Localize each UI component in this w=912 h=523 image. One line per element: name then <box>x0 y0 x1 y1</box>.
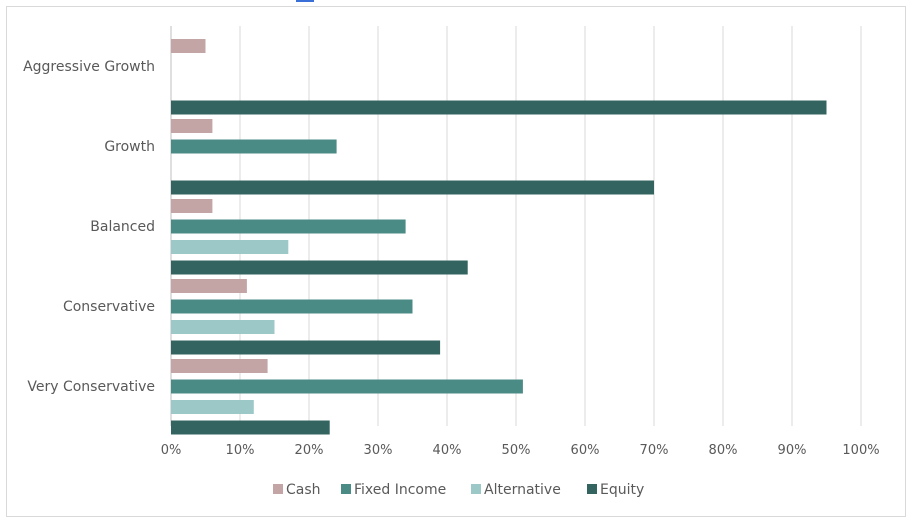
x-tick-label: 70% <box>640 443 669 458</box>
x-tick-label: 50% <box>502 443 531 458</box>
bar-cash <box>171 39 206 53</box>
bar-alternative <box>171 320 275 334</box>
x-tick-label: 90% <box>778 443 807 458</box>
legend-label: Fixed Income <box>354 482 446 498</box>
x-tick-label: 100% <box>842 443 879 458</box>
x-tick-label: 40% <box>433 443 462 458</box>
bar-fixed-income <box>171 219 406 234</box>
x-tick-label: 30% <box>364 443 393 458</box>
legend-swatch <box>273 484 283 494</box>
bar-fixed-income <box>171 299 413 314</box>
x-tick-label: 0% <box>161 443 182 458</box>
bar-fixed-income <box>171 379 523 394</box>
category-label: Growth <box>104 139 155 155</box>
bar-cash <box>171 359 268 373</box>
bar-equity <box>171 100 827 115</box>
x-tick-label: 80% <box>709 443 738 458</box>
bar-alternative <box>171 400 254 414</box>
bar-cash <box>171 119 213 133</box>
legend-swatch <box>471 484 481 494</box>
bar-fixed-income <box>171 139 337 154</box>
category-label: Very Conservative <box>27 379 155 395</box>
bar-cash <box>171 279 247 293</box>
link-marker <box>296 0 314 2</box>
bars <box>171 39 827 435</box>
bar-equity <box>171 180 654 195</box>
legend-swatch <box>341 484 351 494</box>
bar-equity <box>171 420 330 435</box>
x-tick-label: 10% <box>226 443 255 458</box>
legend-label: Cash <box>286 482 321 498</box>
x-tick-labels: 0% 10% 20% 30% 40% 50% 60% 70% 80% 90% 100% <box>161 443 880 458</box>
category-label: Aggressive Growth <box>23 59 155 75</box>
x-tick-label: 60% <box>571 443 600 458</box>
bar-cash <box>171 199 213 213</box>
category-label: Conservative <box>63 299 155 315</box>
legend-swatch <box>587 484 597 494</box>
bar-equity <box>171 260 468 275</box>
bar-alternative <box>171 240 289 254</box>
legend: Cash Fixed Income Alternative Equity <box>273 482 644 498</box>
legend-label: Equity <box>600 482 644 498</box>
x-tick-label: 20% <box>295 443 324 458</box>
bar-equity <box>171 340 441 355</box>
category-label: Balanced <box>90 219 155 235</box>
category-labels: Aggressive Growth Growth Balanced Conservat… <box>23 59 155 395</box>
legend-label: Alternative <box>484 482 561 498</box>
